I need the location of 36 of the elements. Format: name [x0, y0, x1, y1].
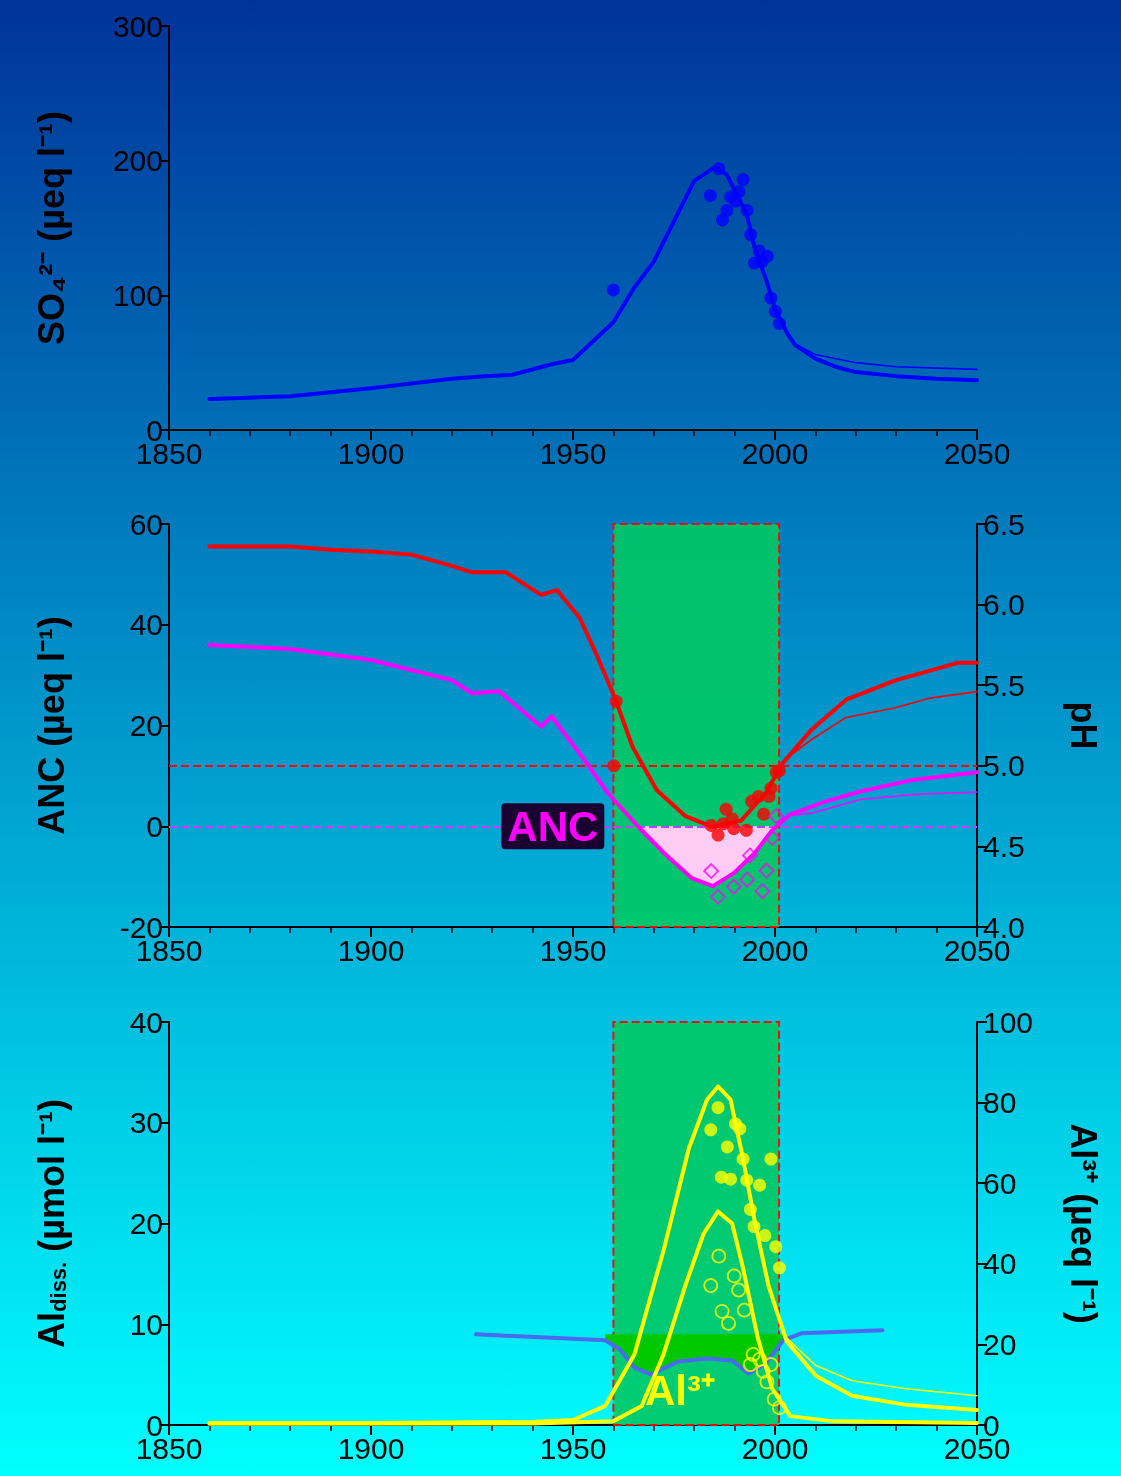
y-tick-label: 200 [112, 144, 163, 178]
x-tick-label: 1900 [337, 436, 405, 470]
y-tick-label: 20 [129, 1207, 163, 1240]
y2-tick-label: 5.0 [983, 749, 1025, 783]
x-tick-label: 1900 [337, 1431, 405, 1465]
y-tick-label: 20 [129, 709, 163, 742]
y2-axis-title: Al³⁺ (µeq l⁻¹) [1062, 1123, 1104, 1324]
y2-tick-label: 4.5 [983, 829, 1025, 863]
y2-tick-label: 80 [983, 1086, 1017, 1120]
y-axis-title: SO₄²⁻ (µeq l⁻¹) [30, 111, 72, 345]
x-tick-label: 1950 [539, 933, 607, 967]
x-tick-label: 2000 [741, 1431, 809, 1465]
x-tick-label: 1950 [539, 1431, 607, 1465]
y-tick-label: 40 [129, 608, 163, 642]
x-tick-label: 2050 [943, 436, 1011, 470]
x-tick-label: 2000 [741, 436, 809, 470]
y-tick-label: 60 [129, 507, 163, 541]
y2-tick-label: 100 [983, 1005, 1034, 1039]
y2-tick-label: 20 [983, 1327, 1017, 1361]
y-tick-label: 10 [129, 1307, 163, 1341]
y2-tick-label: 6.0 [983, 588, 1025, 622]
x-tick-label: 1950 [539, 436, 607, 470]
y-tick-label: 40 [129, 1005, 163, 1039]
annotation: ANC [507, 802, 599, 850]
y2-axis-title: pH [1062, 701, 1104, 750]
y2-tick-label: 60 [983, 1166, 1017, 1200]
x-tick-label: 1900 [337, 933, 405, 967]
y2-tick-label: 40 [983, 1247, 1017, 1281]
y2-tick-label: 6.5 [983, 507, 1025, 541]
y-tick-label: 100 [112, 278, 163, 312]
y-axis-title: Aldiss. (µmol l⁻¹) [30, 1099, 72, 1348]
x-tick-label: 2000 [741, 933, 809, 967]
y-axis-title: ANC (µeq l⁻¹) [30, 616, 72, 835]
y2-tick-label: 5.5 [983, 668, 1025, 702]
y-tick-label: 300 [112, 9, 163, 43]
y-tick-label: 30 [129, 1106, 163, 1140]
